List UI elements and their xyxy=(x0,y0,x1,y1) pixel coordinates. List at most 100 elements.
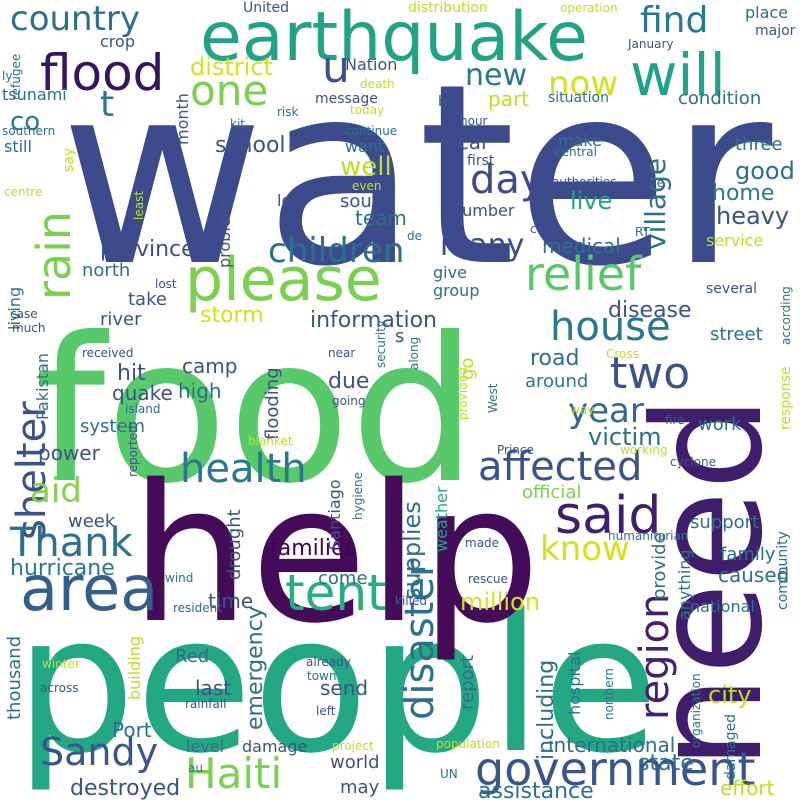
word-drought: drought xyxy=(224,509,245,580)
word-official: official xyxy=(522,482,581,503)
word-flooding: flooding xyxy=(262,367,283,440)
word-provide: provide xyxy=(649,532,670,600)
word-care: care xyxy=(530,222,556,236)
word-medical: medical xyxy=(542,234,621,258)
word-see: see xyxy=(643,176,664,190)
word-made: made xyxy=(465,536,499,550)
word-district: district xyxy=(190,53,273,81)
word-hospital: hospital xyxy=(565,652,584,715)
word-three: three xyxy=(735,134,783,155)
word-lost: lost xyxy=(155,277,177,291)
word-security: security xyxy=(374,320,388,368)
word-humanitarian: humanitarian xyxy=(608,529,688,543)
word-food: food xyxy=(35,295,477,528)
word-said: said xyxy=(555,486,661,546)
word-north: north xyxy=(82,260,130,281)
word-port: Port xyxy=(112,718,152,742)
word-united: United xyxy=(243,0,289,16)
word-major: major xyxy=(755,23,796,39)
word-damage: damage xyxy=(242,737,307,756)
word-country: country xyxy=(10,0,140,39)
word-take: take xyxy=(128,289,167,310)
word-today: today xyxy=(350,103,384,117)
word-flood: flood xyxy=(40,44,164,102)
word-camp: camp xyxy=(182,354,237,378)
word-authorities: authorities xyxy=(552,175,617,189)
word-need: need xyxy=(622,395,796,770)
word-street: street xyxy=(710,324,763,345)
word-thank: Thank xyxy=(9,520,134,566)
word-many: many xyxy=(440,228,524,263)
word-weather: weather xyxy=(432,486,451,552)
word-ly: ly xyxy=(2,69,12,83)
word-condition: condition xyxy=(678,88,761,109)
word-due: due xyxy=(328,369,369,394)
word-disease: disease xyxy=(608,298,692,323)
word-across: across xyxy=(40,681,78,695)
word-now: now xyxy=(548,64,618,104)
word-know: know xyxy=(540,529,630,569)
word-tent: tent xyxy=(285,564,387,622)
word-pakistan: Pakistan xyxy=(33,353,52,420)
word-house: house xyxy=(550,304,671,350)
word-distribution: distribution xyxy=(408,0,488,16)
word-left: left xyxy=(316,704,336,718)
word-living: living xyxy=(5,287,24,330)
word-building: building xyxy=(125,636,144,700)
word-going: going xyxy=(332,394,366,408)
word-month: month xyxy=(173,93,192,145)
word-haiti: Haiti xyxy=(185,749,282,798)
word-anything: anything xyxy=(675,549,694,620)
word-week: week xyxy=(68,511,116,532)
word-local: local xyxy=(440,130,487,154)
word-family: family xyxy=(720,544,776,565)
word-time: time xyxy=(208,589,253,613)
word-fire: fire xyxy=(665,413,685,427)
word-hour: hour xyxy=(460,114,488,128)
word-shelter: shelter xyxy=(9,401,55,540)
word-thousand: thousand xyxy=(4,636,25,720)
word-state: state xyxy=(638,751,694,776)
word-village: village xyxy=(639,158,672,250)
word-give: give xyxy=(433,263,467,282)
word-nation: Nation xyxy=(345,55,397,74)
word-team: team xyxy=(355,206,407,230)
word-red: Red xyxy=(175,646,209,667)
word-families: families xyxy=(270,536,356,561)
word-level: level xyxy=(186,737,224,756)
word-support: support xyxy=(690,512,759,533)
word-kit: kit xyxy=(230,117,245,131)
word-population: population xyxy=(436,737,500,751)
word-may: may xyxy=(340,777,380,798)
word-near: near xyxy=(328,346,355,360)
word-received: received xyxy=(82,346,133,360)
word-prince: Prince xyxy=(497,443,534,457)
word-southern: southern xyxy=(2,124,55,138)
word-disaster: disaster xyxy=(397,560,443,720)
word-year: year xyxy=(568,391,644,431)
word-effort: effort xyxy=(720,776,775,800)
word-rain: rain xyxy=(27,211,81,300)
word-bit: bit xyxy=(438,94,457,110)
word-blanket: blanket xyxy=(248,434,293,448)
word-part: part xyxy=(488,87,529,111)
word-t: t xyxy=(100,84,114,125)
word-damaged: damaged xyxy=(723,714,739,780)
word-system: system xyxy=(80,416,145,437)
word-project: project xyxy=(332,739,374,753)
word-along: along xyxy=(407,337,421,370)
word-u: u xyxy=(322,42,350,93)
word-hygiene: hygiene xyxy=(351,472,365,520)
word-city: city xyxy=(708,681,751,709)
word-service: service xyxy=(706,231,763,250)
word-children: children xyxy=(268,231,404,271)
word-say: say xyxy=(61,148,77,172)
word-central: central xyxy=(555,145,597,159)
word-high: high xyxy=(178,379,222,403)
word-caused: caused xyxy=(718,563,789,587)
word-co: co xyxy=(10,107,40,137)
word-work: work xyxy=(698,414,742,435)
word-last: last xyxy=(195,676,231,700)
word-several: several xyxy=(706,281,757,297)
